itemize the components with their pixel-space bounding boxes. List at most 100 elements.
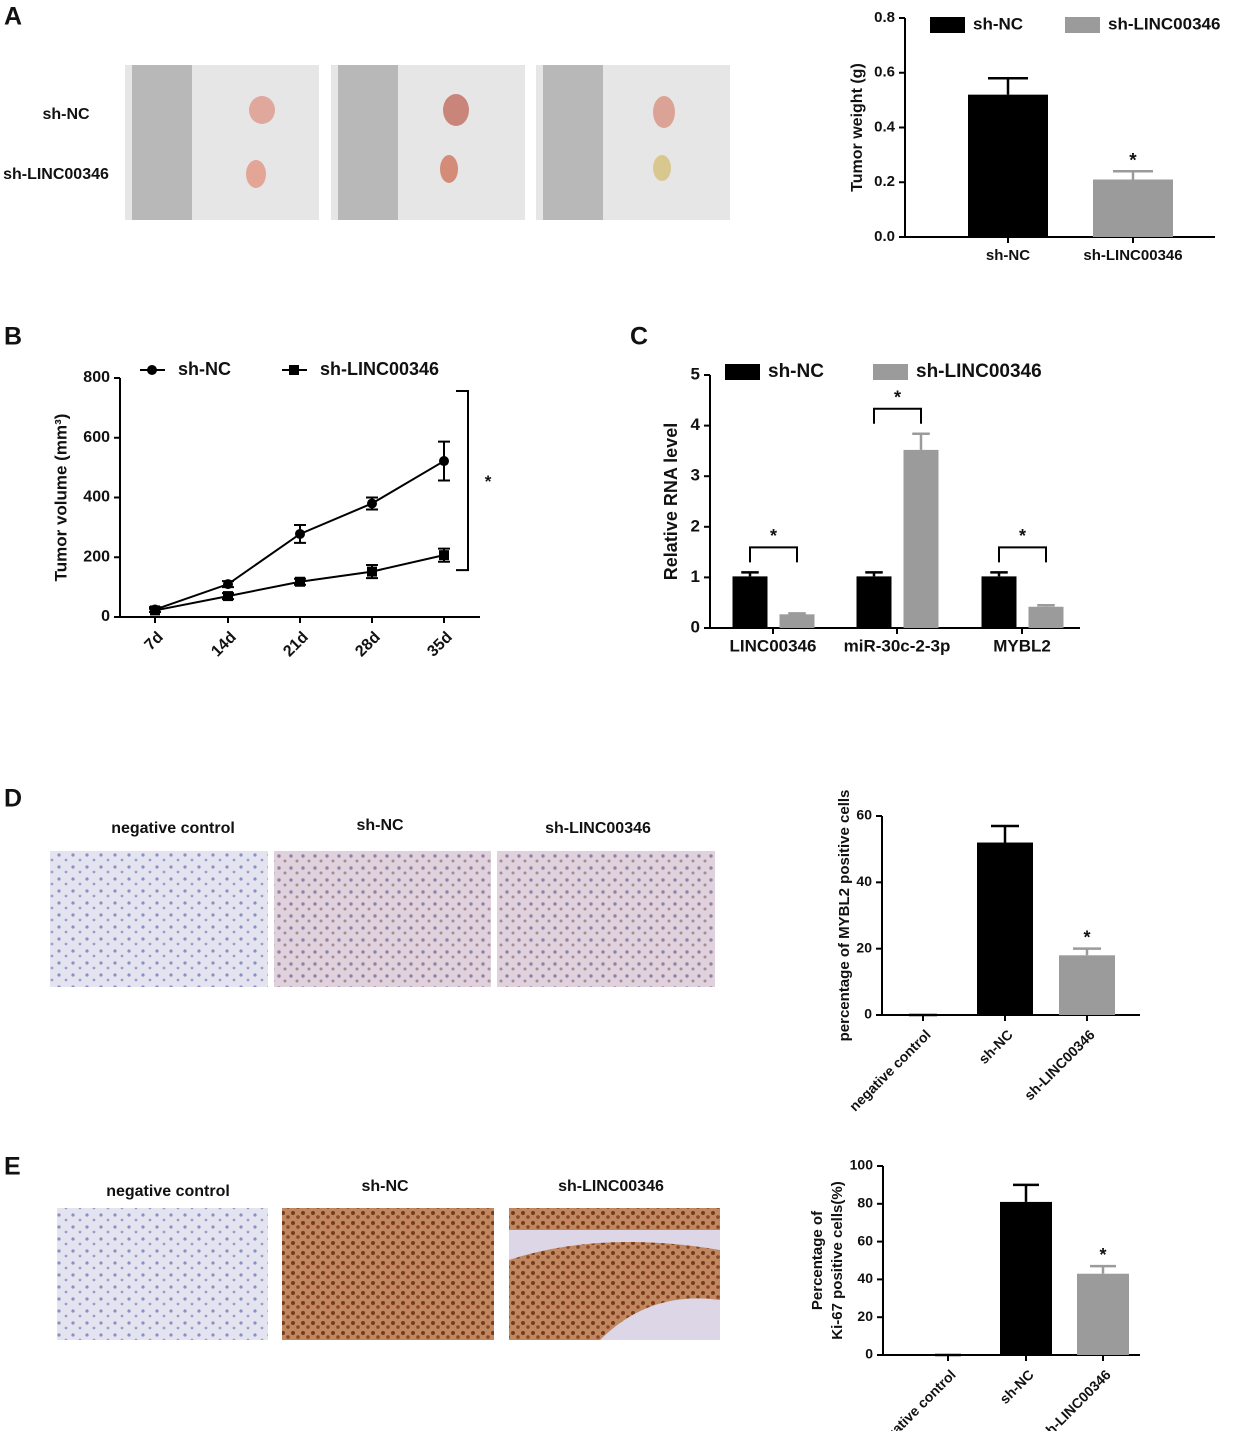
- legend-swatch: [725, 364, 760, 380]
- y-tick-label: 0.2: [874, 173, 895, 190]
- x-tick-label: sh-LINC00346: [1021, 1026, 1098, 1103]
- y-axis-title: Tumor weight (g): [849, 63, 866, 192]
- bar: [1059, 955, 1115, 1015]
- bar: [856, 576, 892, 628]
- y-tick-label: 0.6: [874, 64, 895, 81]
- column-label: negative control: [111, 820, 235, 837]
- legend-swatch: [1065, 17, 1100, 33]
- ihc-stroma: [509, 1230, 720, 1340]
- x-tick-label: LINC00346: [730, 636, 817, 655]
- x-tick-label: sh-NC: [975, 1026, 1015, 1066]
- point: [367, 566, 377, 577]
- legend-swatch: [873, 364, 908, 380]
- y-tick-label: 2: [691, 516, 700, 535]
- significance-bracket: [749, 546, 798, 563]
- significance-bracket: [456, 390, 469, 572]
- column-label: sh-LINC00346: [545, 820, 651, 837]
- error-bar: [912, 432, 930, 450]
- x-tick-label: 28d: [352, 629, 384, 661]
- y-tick-label: 0: [864, 1006, 872, 1022]
- bar: [732, 576, 768, 628]
- y-tick-label: 200: [83, 548, 110, 565]
- x-tick-label: negative control: [846, 1026, 934, 1114]
- significance-mark: *: [1083, 927, 1090, 947]
- y-tick-label: 0.4: [874, 118, 896, 135]
- y-tick-label: 0.8: [874, 9, 895, 26]
- bar: [1093, 179, 1173, 237]
- x-tick-label: 21d: [280, 629, 312, 661]
- bar: [779, 614, 815, 628]
- bar: [977, 842, 1033, 1015]
- error-bar: [1113, 170, 1153, 180]
- x-tick-label: 14d: [208, 629, 240, 661]
- error-bar: [1073, 947, 1101, 956]
- x-tick-label: sh-LINC00346: [1083, 247, 1182, 264]
- y-axis-title: Relative RNA level: [661, 423, 681, 580]
- point: [295, 528, 305, 539]
- significance-mark: *: [1129, 150, 1137, 171]
- x-tick-label: MYBL2: [993, 636, 1051, 655]
- ihc-image: [50, 851, 268, 987]
- y-tick-label: 60: [856, 807, 872, 823]
- ihc-image: [497, 851, 715, 987]
- error-bar: [990, 571, 1008, 577]
- y-axis-title: Tumor volume (mm³): [51, 414, 70, 582]
- error-bar: [865, 571, 883, 577]
- y-tick-label: 0: [865, 1346, 873, 1362]
- y-tick-label: 1: [691, 567, 700, 586]
- error-bar: [988, 76, 1028, 95]
- x-tick-label: miR-30c-2-3p: [844, 636, 951, 655]
- y-tick-label: 40: [856, 873, 872, 889]
- tumor-photos: [125, 65, 730, 220]
- point: [295, 576, 305, 587]
- legend-label: sh-NC: [178, 359, 231, 379]
- y-tick-label: 800: [83, 369, 110, 386]
- significance-mark: *: [485, 472, 492, 491]
- legend-label: sh-LINC00346: [320, 359, 439, 379]
- significance-bracket: [873, 407, 922, 424]
- x-tick-label: sh-NC: [996, 1366, 1036, 1406]
- legend-marker: [289, 365, 299, 375]
- panel-label: A: [4, 3, 22, 31]
- panel-label: D: [4, 785, 22, 813]
- row-label: sh-NC: [42, 106, 90, 123]
- point: [223, 591, 233, 602]
- error-bar: [1037, 603, 1055, 607]
- legend-swatch: [930, 17, 965, 33]
- bar: [1000, 1201, 1052, 1355]
- point: [150, 605, 160, 616]
- column-label: negative control: [106, 1183, 230, 1200]
- y-tick-label: 20: [857, 1308, 873, 1324]
- error-bar: [741, 571, 759, 577]
- panel-label: C: [630, 323, 648, 351]
- ihc-image: [282, 1208, 494, 1340]
- x-tick-label: 7d: [142, 629, 167, 654]
- legend-label: sh-LINC00346: [1108, 14, 1220, 33]
- x-tick-label: sh-LINC00346: [1037, 1366, 1114, 1431]
- panel-label: B: [4, 323, 22, 351]
- point: [223, 579, 233, 590]
- x-tick-label: sh-NC: [986, 247, 1030, 264]
- y-tick-label: 0.0: [874, 228, 895, 245]
- significance-mark: *: [770, 526, 777, 546]
- y-tick-label: 600: [83, 429, 110, 446]
- error-bar: [991, 824, 1019, 843]
- y-tick-label: 0: [101, 608, 110, 625]
- y-axis-title: percentage of MYBL2 positive cells: [836, 790, 853, 1042]
- bar: [1077, 1273, 1129, 1355]
- y-tick-label: 20: [856, 939, 872, 955]
- y-tick-label: 0: [691, 617, 700, 636]
- column-label: sh-NC: [361, 1178, 409, 1195]
- error-bar: [788, 612, 806, 615]
- panel-label: E: [4, 1153, 21, 1181]
- ihc-image: [274, 851, 491, 987]
- y-tick-label: 40: [857, 1270, 873, 1286]
- legend-marker: [147, 365, 157, 375]
- bar: [1028, 606, 1064, 628]
- y-tick-label: 60: [857, 1232, 873, 1248]
- point: [439, 550, 449, 561]
- legend-label: sh-NC: [973, 14, 1023, 33]
- y-tick-label: 3: [691, 466, 700, 485]
